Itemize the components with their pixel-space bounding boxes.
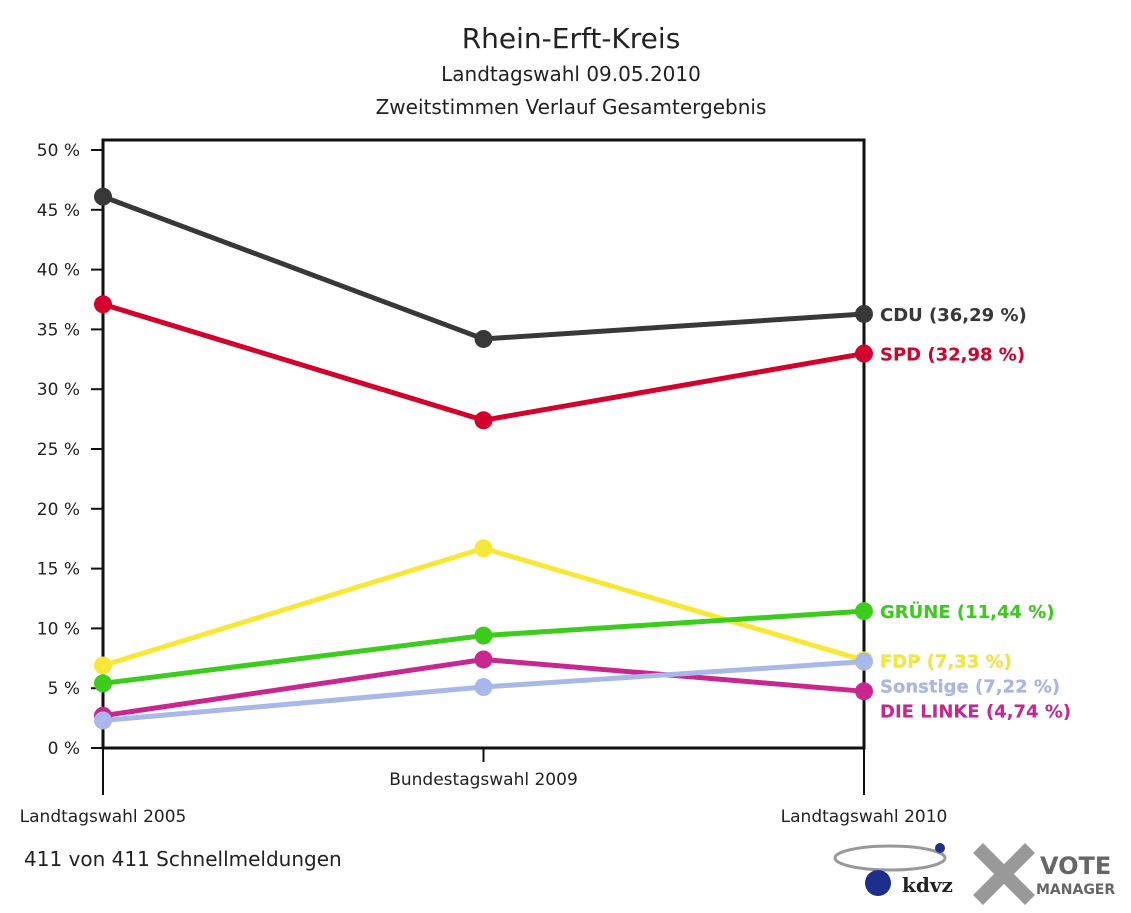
y-tick-label: 10 % [37,619,80,639]
logo-vote-manager: VOTE MANAGER [973,843,1115,905]
logo-ball [865,870,891,896]
footer-note: 411 von 411 Schnellmeldungen [24,847,342,871]
y-tick-label: 0 % [48,739,80,759]
logo-text: VOTE [1040,852,1111,880]
point [94,295,112,314]
logo-kdvz: kdvz [833,843,953,897]
logo-text: kdvz [902,873,953,897]
point [855,602,873,621]
y-tick-label: 30 % [37,380,80,400]
data-label: GRÜNE (11,44 %) [880,601,1055,623]
logo-ball [935,843,945,853]
y-tick-label: 45 % [37,201,80,221]
x-tick-label: Landtagswahl 2005 [20,807,187,827]
x-tick-label: Bundestagswahl 2009 [389,770,578,790]
chart-subtitle: Zweitstimmen Verlauf Gesamtergebnis [376,95,767,119]
y-tick-label: 5 % [48,679,80,699]
point [474,329,493,348]
point [855,344,873,363]
point [855,304,873,323]
point [474,626,493,645]
point [474,539,493,558]
point [94,187,112,206]
point [855,652,873,671]
point [474,678,493,697]
point [474,650,493,669]
y-tick-label: 20 % [37,500,80,520]
y-tick-label: 35 % [37,320,80,340]
point [94,674,112,693]
data-label: FDP (7,33 %) [880,651,1012,672]
logo-cross [973,843,1035,905]
data-label: DIE LINKE (4,74 %) [880,701,1071,722]
y-tick-label: 15 % [37,560,80,580]
y-tick-label: 25 % [37,440,80,460]
data-label: SPD (32,98 %) [880,345,1025,366]
logo-text: MANAGER [1036,882,1115,898]
y-tick-label: 40 % [37,261,80,281]
y-tick-label: 50 % [37,141,80,161]
data-label: Sonstige (7,22 %) [880,676,1060,697]
point [94,711,112,730]
point [94,656,112,675]
chart-title: Rhein-Erft-Kreis [462,22,681,55]
logo-swoosh [833,844,947,872]
point [855,682,873,701]
point [474,411,493,430]
chart-subtitle: Landtagswahl 09.05.2010 [441,62,701,86]
markers [94,187,873,730]
x-tick-label: Landtagswahl 2010 [781,807,948,827]
data-label: CDU (36,29 %) [880,305,1027,326]
